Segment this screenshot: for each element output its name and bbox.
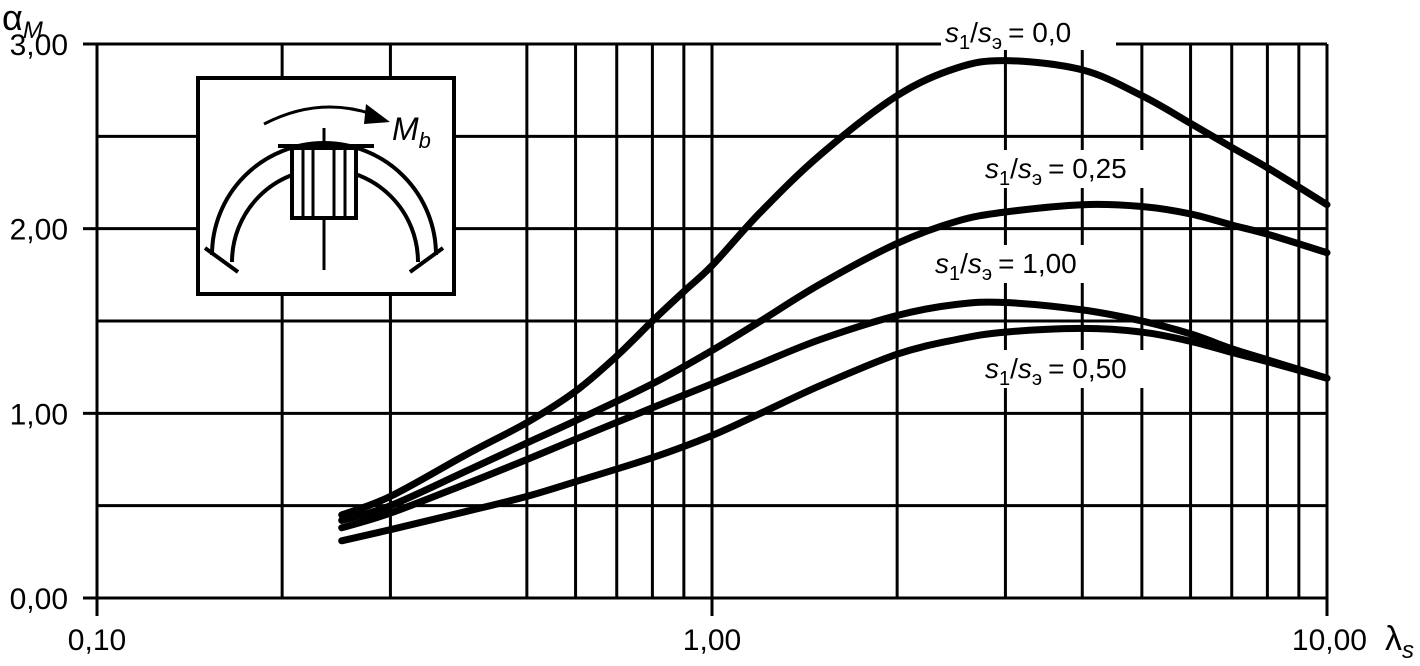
series-label-slash: / [1010,153,1018,184]
series-label-slash: / [1010,353,1018,384]
series-label-sub-e: э [982,263,992,285]
series-label-sub-e: э [1032,368,1042,390]
series-line-0 [338,57,1331,519]
series-label-sub-e: э [1032,168,1042,190]
y-axis-title-sub: M [23,17,43,44]
y-tick-label: 3,00 [10,29,68,62]
series-label-sub-1: 1 [999,168,1010,190]
curves [338,57,1331,545]
series-label-s: s [935,248,949,279]
series-label-s: s [1018,153,1032,184]
series-label-value: = 0,0 [1008,17,1071,48]
x-tick-label: 10,00 [1292,624,1367,657]
y-tick-label: 1,00 [10,398,68,431]
x-axis-title: λs [1385,620,1414,664]
inset-arch-end-left [203,246,240,274]
series-label-background [941,14,1116,50]
y-axis-title-base: α [2,0,23,38]
x-axis-title-sub: s [1402,637,1414,664]
series-label-3: s1/sэ = 0,50 [985,353,1127,390]
inset-arch-end-right [408,246,445,274]
inset-moment-arrowhead [364,104,390,124]
series-line-3 [338,324,1331,545]
series-label-sub-e: э [992,32,1002,54]
y-tick-label: 2,00 [10,214,68,247]
inset-diagram: Mb [196,76,456,296]
series-label-background [981,150,1171,188]
series-label-s: s [945,17,959,48]
y-axis-title: αM [2,0,43,44]
x-tick-label: 1,00 [683,624,741,657]
series-label-s: s [968,248,982,279]
series-label-value: = 0,50 [1048,353,1127,384]
series-label-s: s [1018,353,1032,384]
series-line-1 [338,200,1331,524]
series-label-background [931,245,1121,283]
inset-moment-label-base: M [392,111,419,147]
series-label-2: s1/sэ = 1,00 [935,248,1077,285]
series-label-0: s1/sэ = 0,0 [945,17,1071,54]
series-label-1: s1/sэ = 0,25 [985,153,1127,190]
inset-moment-arc [263,105,373,126]
inset-moment-label: Mb [392,111,431,153]
series-label-s: s [985,353,999,384]
series-line-2 [338,298,1331,532]
series-label-value: = 0,25 [1048,153,1127,184]
y-tick-label: 0,00 [10,583,68,616]
series-label-s: s [978,17,992,48]
series-label-value: = 1,00 [998,248,1077,279]
x-axis-title-base: λ [1385,620,1402,658]
series-label-sub-1: 1 [999,368,1010,390]
series-label-slash: / [970,17,978,48]
series-label-s: s [985,153,999,184]
series-label-sub-1: 1 [949,263,960,285]
series-label-slash: / [960,248,968,279]
series-label-sub-1: 1 [959,32,970,54]
tick-labels: 0,00 1,00 2,00 3,00 0,10 1,00 10,00 [10,29,1367,657]
inset-moment-label-sub: b [419,128,431,153]
series-label-background [981,350,1171,388]
x-tick-label: 0,10 [68,624,126,657]
